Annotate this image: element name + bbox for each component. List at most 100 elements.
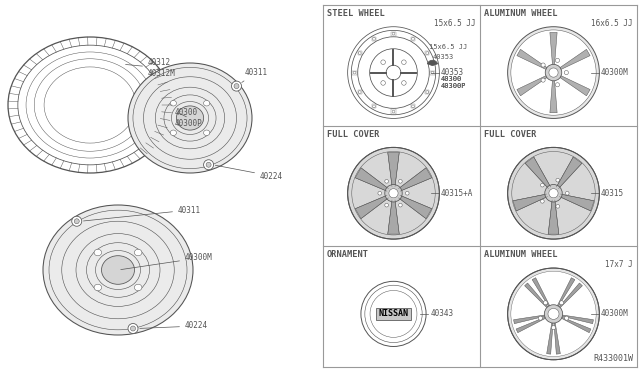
- Text: 40315+A: 40315+A: [441, 189, 474, 198]
- Polygon shape: [388, 153, 399, 186]
- Circle shape: [508, 27, 599, 118]
- Circle shape: [556, 83, 559, 87]
- Circle shape: [541, 78, 545, 82]
- Ellipse shape: [134, 249, 142, 256]
- Circle shape: [392, 110, 395, 113]
- Circle shape: [128, 324, 138, 334]
- Ellipse shape: [43, 205, 193, 335]
- Circle shape: [234, 84, 239, 89]
- Bar: [431, 71, 435, 75]
- Text: NISSAN: NISSAN: [378, 310, 408, 318]
- Ellipse shape: [204, 130, 210, 135]
- Circle shape: [392, 32, 395, 35]
- Polygon shape: [513, 194, 547, 211]
- Polygon shape: [525, 283, 548, 308]
- Polygon shape: [355, 195, 388, 219]
- Polygon shape: [525, 157, 550, 189]
- Bar: [411, 104, 415, 108]
- Wedge shape: [428, 60, 438, 66]
- Text: 40311: 40311: [242, 67, 268, 83]
- Text: 40300
40300P: 40300 40300P: [175, 108, 203, 128]
- Circle shape: [401, 60, 406, 64]
- Circle shape: [385, 180, 388, 183]
- Text: R433001W: R433001W: [593, 354, 633, 363]
- Circle shape: [556, 178, 559, 182]
- Text: 40300
40300P: 40300 40300P: [441, 76, 467, 89]
- Ellipse shape: [102, 256, 134, 284]
- Circle shape: [564, 316, 569, 320]
- Circle shape: [72, 216, 82, 226]
- Circle shape: [401, 81, 406, 85]
- Circle shape: [389, 189, 398, 198]
- Circle shape: [511, 271, 596, 356]
- Circle shape: [556, 58, 559, 62]
- Circle shape: [232, 81, 241, 91]
- Ellipse shape: [128, 63, 252, 173]
- Circle shape: [405, 192, 409, 195]
- Circle shape: [541, 63, 545, 67]
- Polygon shape: [550, 81, 557, 113]
- Text: 40315: 40315: [601, 189, 624, 198]
- Circle shape: [545, 305, 563, 323]
- Polygon shape: [517, 76, 547, 96]
- Circle shape: [399, 180, 402, 183]
- Circle shape: [549, 189, 558, 198]
- Text: 40300M: 40300M: [601, 68, 629, 77]
- Circle shape: [372, 105, 376, 108]
- Text: 40311: 40311: [83, 205, 201, 221]
- Polygon shape: [560, 49, 590, 70]
- Ellipse shape: [94, 249, 102, 256]
- Circle shape: [549, 68, 558, 77]
- Circle shape: [508, 147, 599, 239]
- Bar: [411, 37, 415, 41]
- Circle shape: [426, 91, 429, 93]
- Circle shape: [358, 91, 361, 93]
- Circle shape: [348, 147, 439, 239]
- Bar: [392, 109, 396, 113]
- Polygon shape: [554, 323, 561, 354]
- Text: ALUMINUM WHEEL: ALUMINUM WHEEL: [484, 9, 557, 18]
- Circle shape: [378, 192, 381, 195]
- Circle shape: [74, 219, 79, 224]
- Polygon shape: [517, 49, 547, 70]
- Text: 40300
40300P: 40300 40300P: [441, 76, 467, 89]
- Polygon shape: [563, 315, 593, 324]
- Text: 17x7 J: 17x7 J: [605, 260, 633, 269]
- Circle shape: [372, 38, 376, 40]
- Circle shape: [399, 203, 402, 207]
- Ellipse shape: [134, 284, 142, 291]
- Text: 40312
40312M: 40312 40312M: [125, 58, 176, 78]
- Polygon shape: [513, 315, 545, 324]
- Text: 40300M: 40300M: [121, 253, 212, 270]
- Polygon shape: [561, 317, 591, 333]
- Ellipse shape: [94, 284, 102, 291]
- Ellipse shape: [170, 130, 177, 135]
- Polygon shape: [550, 32, 557, 64]
- Polygon shape: [532, 278, 550, 306]
- Polygon shape: [399, 168, 432, 191]
- Text: FULL COVER: FULL COVER: [327, 130, 380, 139]
- Bar: [425, 51, 429, 55]
- Polygon shape: [556, 157, 582, 189]
- Circle shape: [412, 105, 414, 108]
- Ellipse shape: [204, 100, 210, 106]
- Bar: [372, 37, 376, 41]
- Circle shape: [565, 192, 569, 195]
- Polygon shape: [388, 200, 399, 234]
- Polygon shape: [559, 283, 582, 308]
- Polygon shape: [516, 317, 545, 333]
- Text: 15x6.5 JJ: 15x6.5 JJ: [429, 44, 467, 50]
- Bar: [358, 90, 362, 94]
- Circle shape: [559, 301, 564, 305]
- Polygon shape: [547, 323, 553, 354]
- Bar: [376, 308, 412, 320]
- Circle shape: [548, 308, 559, 320]
- Circle shape: [541, 183, 544, 187]
- Text: STEEL WHEEL: STEEL WHEEL: [327, 9, 385, 18]
- Circle shape: [508, 268, 599, 360]
- Circle shape: [431, 71, 434, 74]
- Circle shape: [552, 326, 556, 330]
- Polygon shape: [399, 195, 432, 219]
- Circle shape: [385, 185, 402, 202]
- Text: 40300M: 40300M: [601, 310, 629, 318]
